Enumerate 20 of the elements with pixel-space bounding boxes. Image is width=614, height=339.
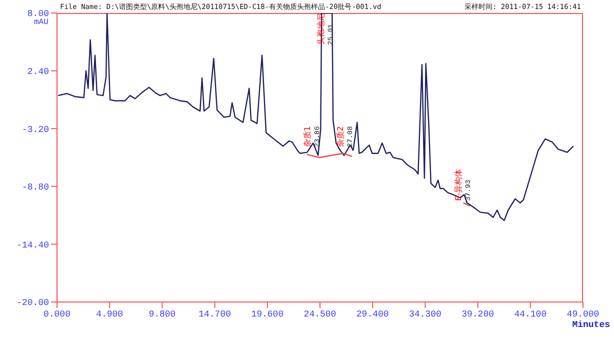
x-tick-label: 49.000: [566, 309, 600, 320]
x-tick-label: 9.800: [148, 309, 176, 320]
y-tick-label: -14.40: [16, 240, 49, 250]
x-tick-label: 24.500: [304, 309, 336, 320]
y-axis-title: mAU: [34, 18, 48, 27]
x-tick-label: 19.600: [251, 309, 284, 320]
x-tick-label: 34.300: [408, 309, 442, 320]
y-tick-label: 2.40: [27, 66, 49, 77]
x-axis-title: Minutes: [572, 320, 610, 330]
x-tick-label: 4.900: [96, 309, 124, 320]
x-tick-label: 44.100: [514, 309, 547, 320]
x-tick-label: 39.200: [462, 309, 494, 320]
y-tick-label: -3.20: [22, 124, 49, 135]
y-tick-label: 8.00: [27, 9, 49, 20]
line-series: [57, 13, 574, 222]
x-tick-label: 0.000: [43, 309, 71, 320]
x-tick-label: 14.700: [198, 309, 232, 320]
x-tick-label: 29.400: [356, 309, 389, 320]
y-tick-label: -8.80: [22, 182, 49, 193]
y-tick-label: -20.00: [16, 298, 49, 308]
